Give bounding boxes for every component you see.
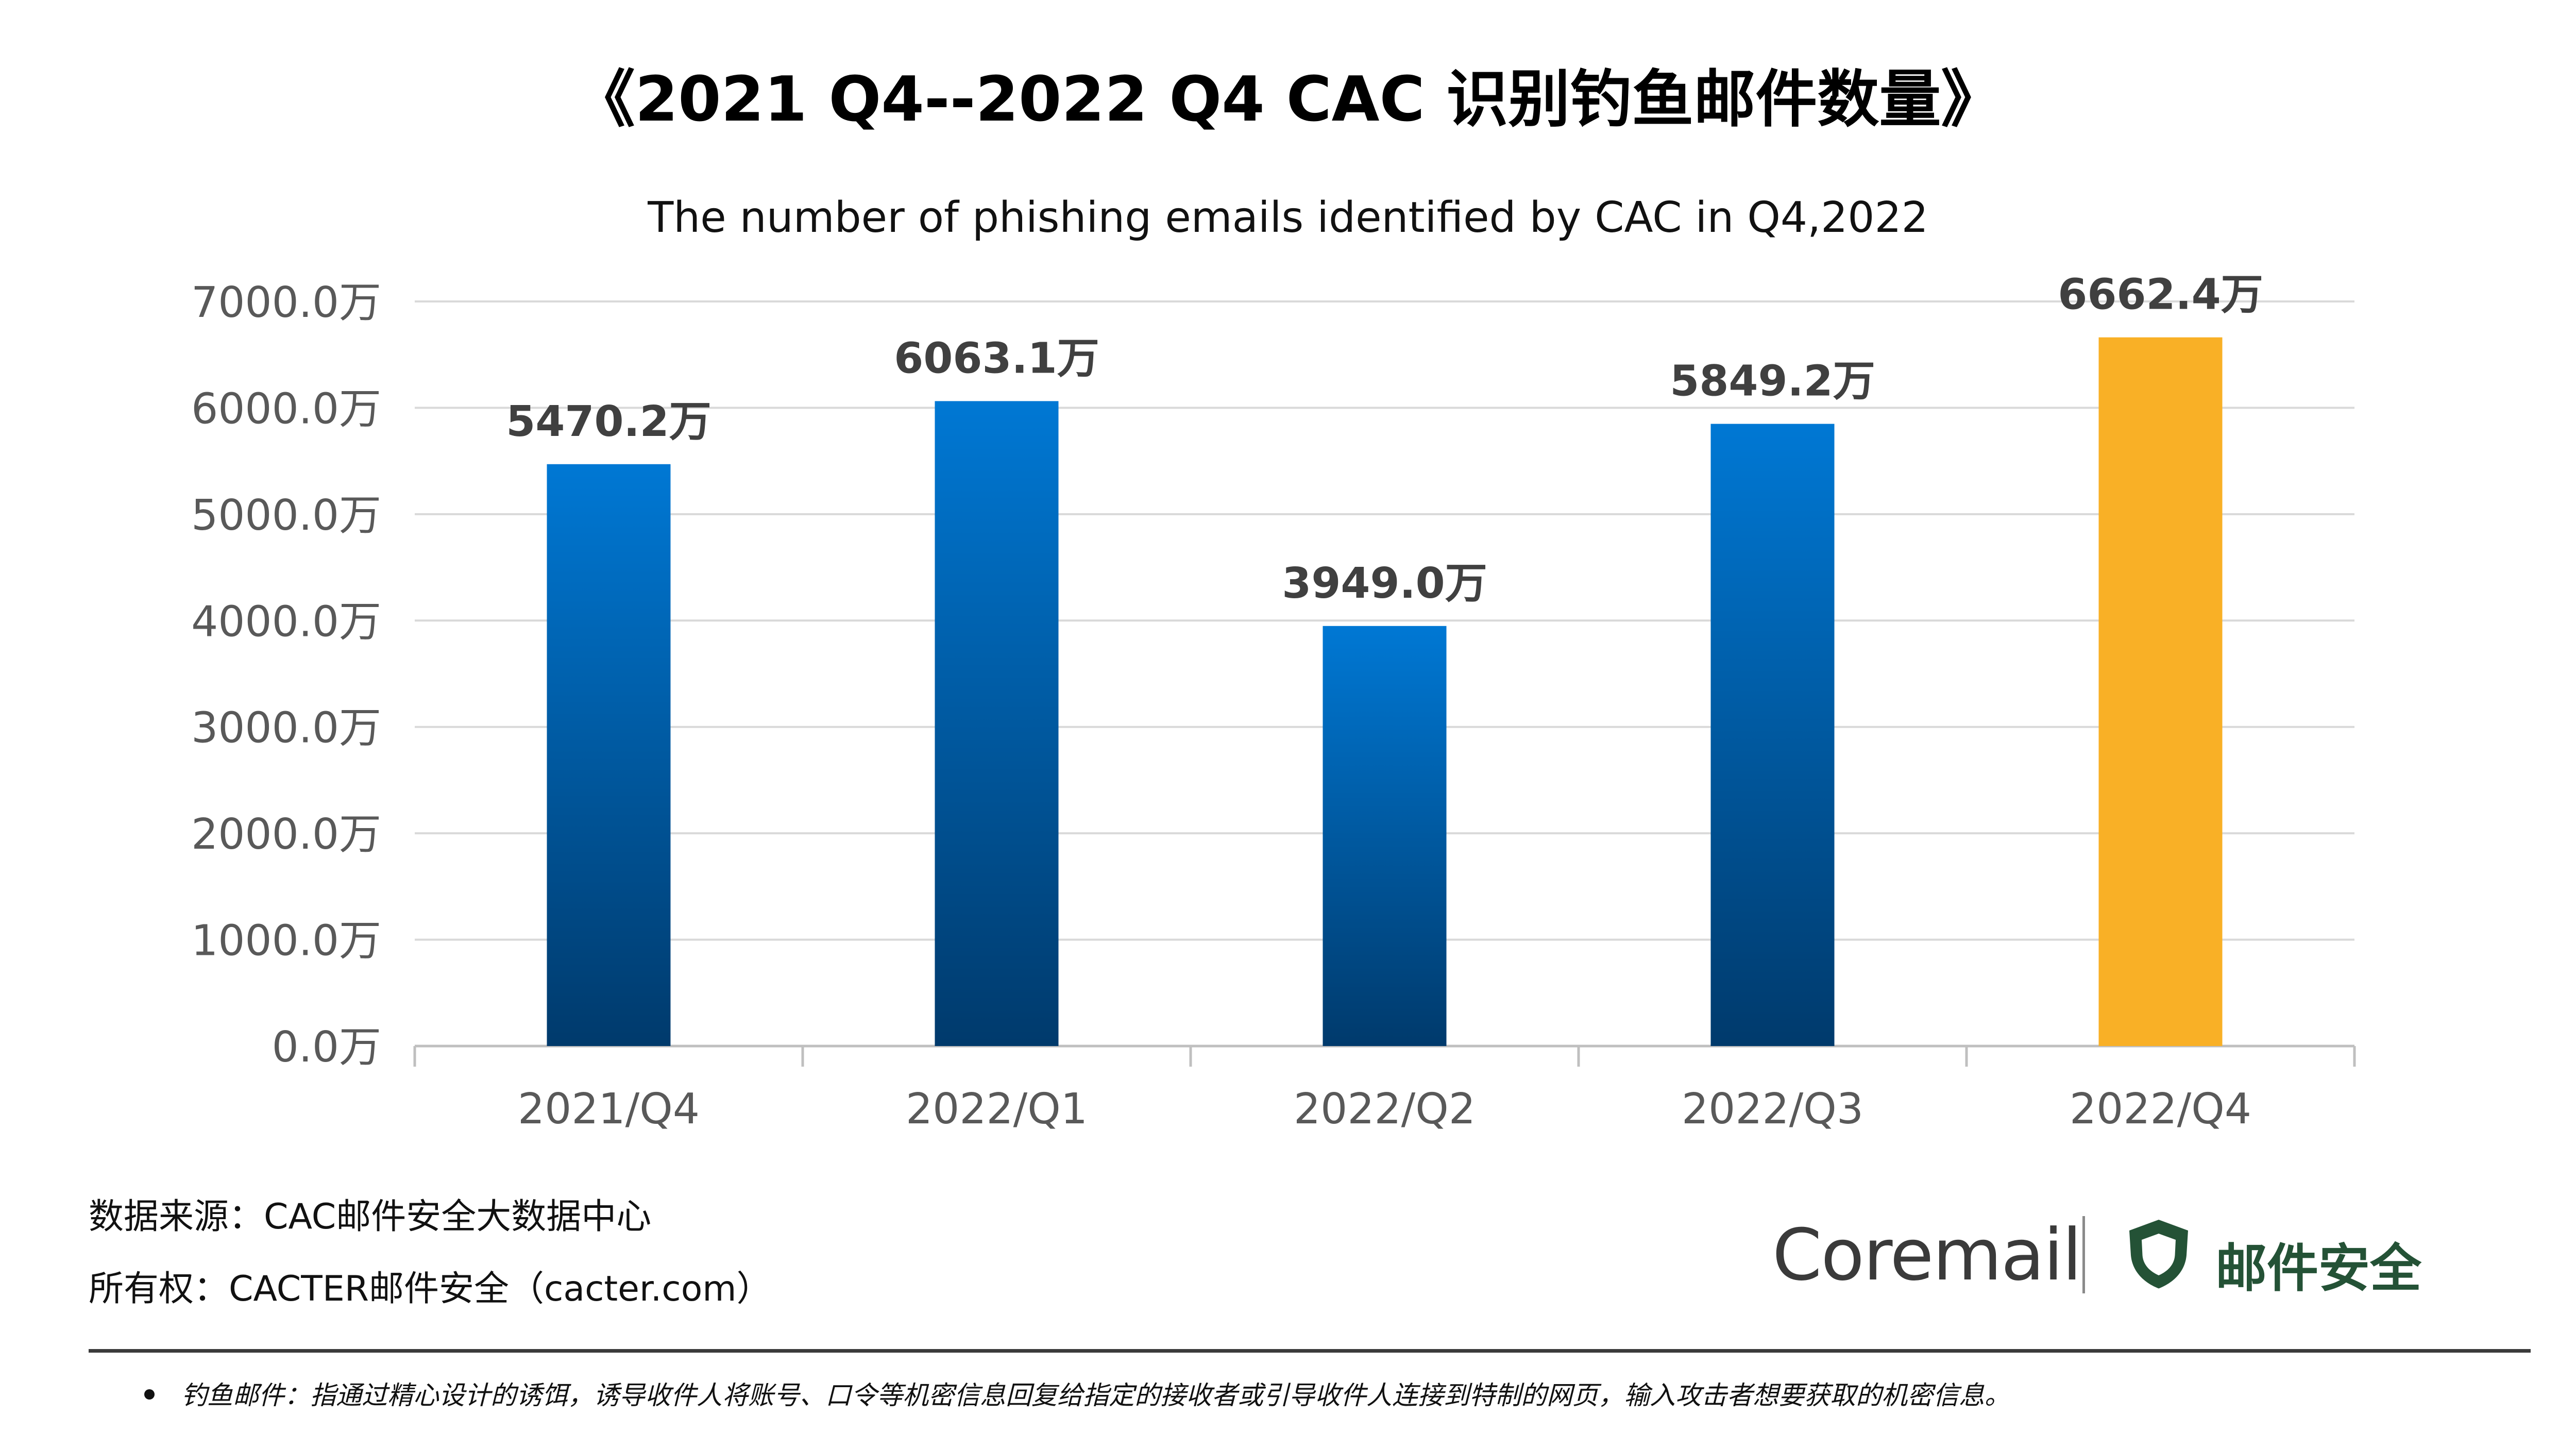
- y-tick-label: 3000.0万: [191, 704, 381, 753]
- y-tick-label: 7000.0万: [191, 278, 381, 327]
- phishing-definition-note: 钓鱼邮件：指通过精心设计的诱饵，诱导收件人将账号、口令等机密信息回复给指定的接收…: [181, 1380, 2010, 1410]
- y-tick-label: 0.0万: [272, 1023, 381, 1072]
- bar-2022-q4: [2098, 337, 2223, 1046]
- copyright-note: 所有权：CACTER邮件安全（cacter.com）: [89, 1269, 772, 1309]
- data-label: 5849.2万: [1670, 357, 1875, 406]
- y-tick-label: 2000.0万: [191, 810, 381, 859]
- y-tick-label: 6000.0万: [191, 384, 381, 433]
- mail-security-logo-text: 邮件安全: [2215, 1238, 2421, 1299]
- bar-2022-q3: [1710, 424, 1835, 1046]
- x-tick-label: 2022/Q2: [1294, 1085, 1476, 1134]
- bar-2022-q1: [935, 401, 1059, 1046]
- bar-2021-q4: [547, 464, 671, 1046]
- data-source-note: 数据来源：CAC邮件安全大数据中心: [89, 1197, 652, 1237]
- coremail-logo-text: Coremail: [1772, 1214, 2082, 1296]
- chart-title: 《2021 Q4--2022 Q4 CAC 识别钓鱼邮件数量》: [573, 64, 2003, 136]
- x-tick-label: 2022/Q3: [1682, 1085, 1863, 1134]
- data-label: 3949.0万: [1282, 559, 1487, 608]
- chart-subtitle: The number of phishing emails identified…: [648, 193, 1928, 242]
- data-label: 6063.1万: [894, 334, 1099, 383]
- data-label: 5470.2万: [506, 397, 711, 446]
- logo-divider: [2082, 1216, 2085, 1293]
- bar-chart: 0.0万 1000.0万 2000.0万 3000.0万 4000.0万 5000.0万 6…: [191, 271, 2356, 1134]
- shield-icon: [2129, 1220, 2188, 1289]
- bullet-icon: [144, 1389, 155, 1400]
- x-tick-label: 2021/Q4: [518, 1085, 700, 1134]
- x-tick-label: 2022/Q1: [906, 1085, 1088, 1134]
- data-label: 6662.4万: [2058, 271, 2263, 319]
- y-tick-label: 1000.0万: [191, 917, 381, 966]
- bar-2022-q2: [1323, 626, 1447, 1046]
- y-tick-label: 5000.0万: [191, 491, 381, 540]
- x-tick-label: 2022/Q4: [2070, 1085, 2251, 1134]
- y-tick-label: 4000.0万: [191, 597, 381, 646]
- footer-divider: [89, 1349, 2531, 1353]
